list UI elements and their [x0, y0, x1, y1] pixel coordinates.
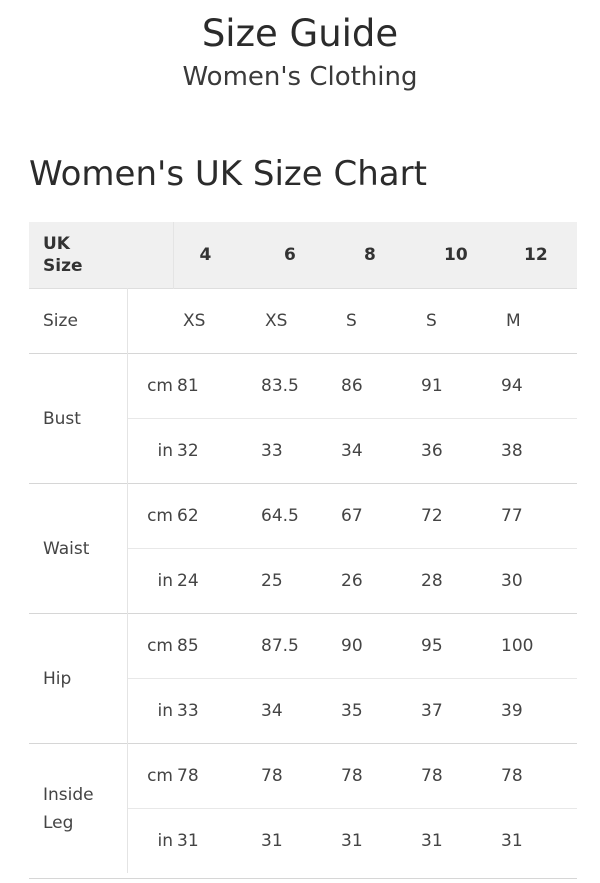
letter-size-value: M	[497, 288, 577, 354]
letter-size-value: XS	[257, 288, 337, 354]
table-bottom-border	[29, 878, 577, 879]
measurement-value: 30	[497, 548, 577, 614]
measurement-value: 86	[337, 353, 417, 419]
measurement-value: 38	[497, 418, 577, 484]
measurement-value: 78	[417, 743, 497, 809]
inside-leg-label: Inside Leg	[29, 743, 128, 873]
uk-size-label: UK Size	[29, 222, 174, 289]
hip-in-row: in 33 34 35 37 39	[29, 678, 577, 744]
measurement-value: 36	[417, 418, 497, 484]
letter-size-row: Size XS XS S S M	[29, 288, 577, 354]
letter-size-value: XS	[173, 288, 257, 354]
measurement-value: 25	[257, 548, 337, 614]
measurement-value: 62	[173, 483, 257, 549]
unit-label: cm	[127, 483, 173, 549]
measurement-value: 100	[497, 613, 577, 679]
measurement-value: 78	[337, 743, 417, 809]
waist-in-row: in 24 25 26 28 30	[29, 548, 577, 614]
unit-label: cm	[127, 353, 173, 419]
measurement-value: 78	[497, 743, 577, 809]
measurement-value: 32	[173, 418, 257, 484]
size-label: Size	[29, 288, 128, 354]
measurement-value: 31	[417, 808, 497, 873]
measurement-value: 81	[173, 353, 257, 419]
bust-cm-row: Bust cm 81 83.5 86 91 94	[29, 353, 577, 484]
inside-leg-label-line2: Leg	[43, 812, 74, 833]
page-subtitle: Women's Clothing	[182, 62, 418, 92]
uk-size-value: 12	[497, 222, 577, 289]
measurement-value: 34	[257, 678, 337, 744]
measurement-value: 34	[337, 418, 417, 484]
measurement-value: 39	[497, 678, 577, 744]
measurement-value: 95	[417, 613, 497, 679]
measurement-value: 33	[257, 418, 337, 484]
measurement-value: 26	[337, 548, 417, 614]
letter-size-value: S	[337, 288, 417, 354]
measurement-value: 78	[173, 743, 257, 809]
measurement-value: 67	[337, 483, 417, 549]
measurement-value: 28	[417, 548, 497, 614]
measurement-value: 24	[173, 548, 257, 614]
measurement-value: 31	[173, 808, 257, 873]
measurement-value: 64.5	[257, 483, 337, 549]
waist-label: Waist	[29, 483, 128, 614]
measurement-value: 78	[257, 743, 337, 809]
hip-cm-row: Hip cm 85 87.5 90 95 100	[29, 613, 577, 744]
measurement-value: 94	[497, 353, 577, 419]
measurement-value: 35	[337, 678, 417, 744]
bust-in-row: in 32 33 34 36 38	[29, 418, 577, 484]
uk-size-header-row: UK Size 4 6 8 10 12	[29, 222, 577, 289]
unit-label: in	[127, 808, 173, 873]
unit-label: cm	[127, 613, 173, 679]
inside-leg-label-line1: Inside	[43, 784, 94, 805]
inside-leg-in-row: in 31 31 31 31 31	[29, 808, 577, 873]
unit-label: cm	[127, 743, 173, 809]
measurement-value: 77	[497, 483, 577, 549]
measurement-value: 87.5	[257, 613, 337, 679]
measurement-value: 33	[173, 678, 257, 744]
uk-size-value: 6	[257, 222, 337, 289]
measurement-value: 90	[337, 613, 417, 679]
uk-size-value: 4	[173, 222, 257, 289]
measurement-value: 72	[417, 483, 497, 549]
measurement-value: 85	[173, 613, 257, 679]
measurement-value: 83.5	[257, 353, 337, 419]
measurement-value: 31	[497, 808, 577, 873]
letter-size-value: S	[417, 288, 497, 354]
bust-label: Bust	[29, 353, 128, 484]
chart-heading: Women's UK Size Chart	[29, 154, 427, 194]
measurement-value: 91	[417, 353, 497, 419]
uk-size-label-line2: Size	[43, 256, 83, 276]
measurement-value: 37	[417, 678, 497, 744]
waist-cm-row: Waist cm 62 64.5 67 72 77	[29, 483, 577, 614]
unit-label: in	[127, 548, 173, 614]
unit-label: in	[127, 418, 173, 484]
inside-leg-cm-row: Inside Leg cm 78 78 78 78 78	[29, 743, 577, 873]
page-title: Size Guide	[201, 12, 399, 55]
uk-size-value: 10	[417, 222, 497, 289]
uk-size-value: 8	[337, 222, 417, 289]
uk-size-label-line1: UK	[43, 234, 70, 254]
size-chart-table: UK Size 4 6 8 10 12 Size XS XS S S M Bus…	[29, 222, 577, 873]
measurement-value: 31	[337, 808, 417, 873]
hip-label: Hip	[29, 613, 128, 744]
measurement-value: 31	[257, 808, 337, 873]
unit-label: in	[127, 678, 173, 744]
